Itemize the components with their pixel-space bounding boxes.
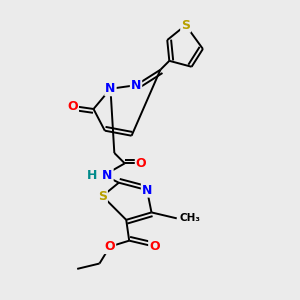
Text: H: H [87,169,97,182]
Text: O: O [68,100,78,112]
Text: CH₃: CH₃ [180,213,201,224]
Text: N: N [142,184,152,196]
Text: S: S [181,19,190,32]
Text: N: N [105,82,116,95]
Text: N: N [102,169,113,182]
Text: S: S [98,190,107,202]
Text: N: N [131,79,141,92]
Text: O: O [105,240,115,253]
Text: O: O [149,240,160,253]
Text: O: O [136,157,146,170]
